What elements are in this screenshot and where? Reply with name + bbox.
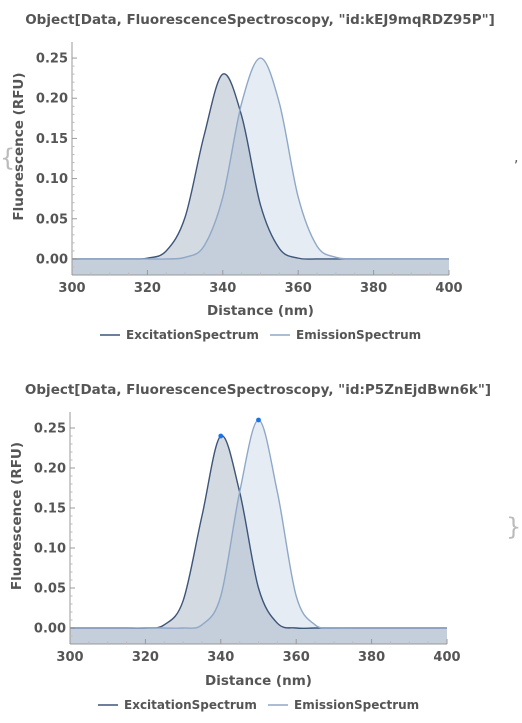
x-tick-label: 320 — [134, 281, 161, 296]
legend-label: EmissionSpectrum — [294, 698, 419, 712]
y-tick-label: 0.20 — [36, 92, 68, 107]
y-tick-label: 0.25 — [36, 52, 68, 67]
x-tick-label: 340 — [207, 650, 234, 665]
series-line-EmissionSpectrum — [72, 57, 449, 260]
close-brace: } — [506, 513, 522, 541]
y-tick-label: 0.00 — [34, 622, 66, 637]
series-area-EmissionSpectrum — [70, 420, 447, 644]
x-tick-label: 400 — [433, 650, 460, 665]
legend-label: ExcitationSpectrum — [124, 698, 257, 712]
y-axis-label: Fluorescence (RFU) — [9, 442, 25, 590]
x-tick-label: 300 — [58, 281, 85, 296]
y-axis-label: Fluorescence (RFU) — [11, 72, 27, 220]
x-tick-label: 320 — [132, 650, 159, 665]
list-separator: , — [514, 150, 519, 166]
x-tick-label: 380 — [358, 650, 385, 665]
y-tick-label: 0.00 — [36, 252, 68, 267]
x-tick-label: 380 — [360, 281, 387, 296]
y-tick-label: 0.15 — [34, 502, 66, 517]
x-tick-label: 360 — [283, 650, 310, 665]
y-tick-label: 0.20 — [34, 462, 66, 477]
x-tick-label: 300 — [56, 650, 83, 665]
y-tick-label: 0.10 — [36, 172, 68, 187]
y-tick-label: 0.10 — [34, 542, 66, 557]
open-brace: { — [0, 144, 16, 172]
series-area-ExcitationSpectrum — [72, 73, 449, 275]
y-tick-label: 0.05 — [36, 212, 68, 227]
y-tick-label: 0.05 — [34, 582, 66, 597]
series-area-ExcitationSpectrum — [70, 435, 447, 644]
y-tick-label: 0.25 — [34, 422, 66, 437]
spectrum-chart-1: Object[Data, FluorescenceSpectroscopy, "… — [11, 12, 495, 342]
x-tick-label: 340 — [209, 281, 236, 296]
x-axis-label: Distance (nm) — [207, 303, 314, 319]
chart-title: Object[Data, FluorescenceSpectroscopy, "… — [25, 12, 495, 28]
x-tick-label: 360 — [285, 281, 312, 296]
x-tick-label: 400 — [435, 281, 462, 296]
y-tick-label: 0.15 — [36, 132, 68, 147]
peak-marker-ExcitationSpectrum — [218, 433, 224, 439]
series-area-EmissionSpectrum — [72, 58, 449, 275]
legend-label: ExcitationSpectrum — [126, 328, 259, 342]
peak-marker-EmissionSpectrum — [256, 417, 261, 423]
x-axis-label: Distance (nm) — [205, 673, 312, 689]
chart-title: Object[Data, FluorescenceSpectroscopy, "… — [25, 382, 491, 398]
legend-label: EmissionSpectrum — [296, 328, 421, 342]
spectrum-chart-2: Object[Data, FluorescenceSpectroscopy, "… — [9, 382, 491, 712]
